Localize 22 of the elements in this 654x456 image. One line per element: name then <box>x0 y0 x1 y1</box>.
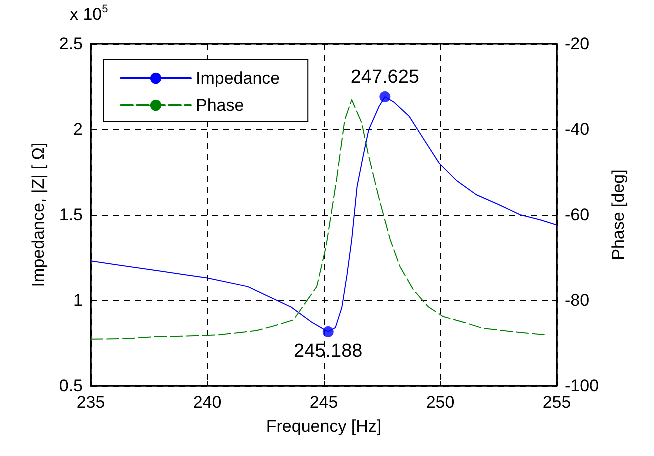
y2-axis-title: Phase [deg] <box>608 170 628 260</box>
x-tick-label: 235 <box>76 393 106 412</box>
legend-label: Impedance <box>196 69 280 88</box>
y-tick-label: 2 <box>74 120 83 139</box>
y-tick-label: 2.5 <box>59 34 83 54</box>
y2-tick-label: -40 <box>565 120 590 139</box>
y2-tick-label: -100 <box>565 376 600 396</box>
x-tick-label: 240 <box>193 393 222 412</box>
legend-label: Phase <box>196 96 244 115</box>
y2-tick-label: -80 <box>565 291 590 310</box>
y2-tick-label: -20 <box>565 34 590 54</box>
x-tick-label: 255 <box>542 393 572 412</box>
x-tick-label: 250 <box>426 393 455 412</box>
annotation: 245.188 <box>294 340 363 362</box>
y-tick-label: 1.5 <box>59 206 83 224</box>
y-tick-label: 0.5 <box>59 376 83 396</box>
y2-tick-label: -60 <box>565 206 590 224</box>
x-tick-label: 245 <box>310 393 338 412</box>
annotation: 247.625 <box>350 67 420 88</box>
y-axis-title: Impedance, |Z| [ Ω] <box>29 142 48 288</box>
y-tick-label: 1 <box>74 291 83 310</box>
x-axis-title: Frequency [Hz] <box>266 417 382 436</box>
